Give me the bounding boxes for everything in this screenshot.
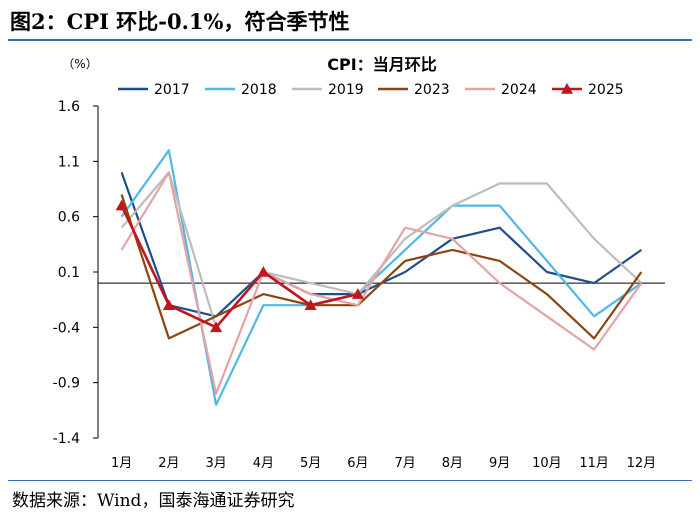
data-point-2025	[304, 299, 317, 310]
legend-item-2018: 2018	[205, 82, 277, 98]
legend-item-2024: 2024	[465, 82, 537, 98]
cpi-mom-line-chart: CPI：当月环比 （%） 2017 2018 2019 2023 2024 2025 1.…	[53, 55, 665, 471]
y-axis-unit-label: （%）	[62, 57, 97, 71]
legend-label: 2017	[154, 82, 190, 98]
y-tick-label: -0.9	[53, 376, 80, 392]
figure-title: 图2：CPI 环比-0.1%，符合季节性	[10, 9, 350, 34]
x-tick-label: 10月	[532, 456, 562, 471]
x-tick-label: 4月	[253, 456, 274, 471]
x-tick-label: 8月	[442, 456, 463, 471]
legend-item-2025: 2025	[552, 82, 624, 98]
source-note: 数据来源：Wind，国泰海通证券研究	[12, 491, 295, 511]
legend: 2017 2018 2019 2023 2024 2025	[118, 82, 624, 98]
series-line-2017	[120, 172, 643, 318]
chart-title: CPI：当月环比	[327, 55, 436, 74]
x-tick-label: 3月	[205, 456, 226, 471]
y-tick-label: -0.4	[53, 320, 80, 336]
y-tick-label: 0.6	[58, 210, 80, 226]
legend-item-2017: 2017	[118, 82, 190, 98]
x-tick-label: 5月	[300, 456, 321, 471]
series-line-2024	[120, 171, 643, 395]
x-tick-label: 7月	[394, 456, 415, 471]
title-divider	[8, 39, 692, 41]
data-point-2025	[257, 266, 270, 277]
legend-item-2019: 2019	[292, 82, 364, 98]
x-tick-label: 12月	[627, 456, 657, 471]
x-tick-label: 1月	[111, 456, 132, 471]
y-tick-label: -1.4	[53, 431, 80, 447]
x-tick-label: 11月	[579, 456, 609, 471]
series-line-2019	[120, 171, 643, 329]
legend-label: 2018	[241, 82, 277, 98]
data-point-2025	[210, 321, 223, 333]
series-2018	[120, 149, 643, 406]
data-point-2025	[162, 299, 175, 310]
legend-label: 2024	[501, 82, 537, 98]
y-tick-label: 1.1	[58, 154, 80, 170]
series-line-2025	[120, 205, 359, 329]
legend-item-2023: 2023	[378, 82, 450, 98]
y-tick-label: 1.6	[58, 99, 80, 115]
data-point-2025	[115, 199, 128, 211]
series-2023	[120, 194, 643, 340]
x-tick-label: 6月	[347, 456, 368, 471]
source-divider	[8, 480, 692, 481]
legend-label: 2019	[328, 82, 364, 98]
data-point-2025	[351, 288, 364, 299]
x-tick-label: 2月	[158, 456, 179, 471]
series-2025	[115, 199, 364, 333]
series-2024	[120, 171, 643, 395]
series-layer	[115, 149, 643, 406]
y-tick-label: 0.1	[58, 265, 80, 281]
y-axis: 1.6 1.1 0.6 0.1 -0.4 -0.9 -1.4	[53, 99, 99, 447]
legend-marker	[561, 83, 573, 94]
series-2019	[120, 171, 643, 329]
series-line-2018	[120, 149, 643, 406]
series-line-2023	[120, 194, 643, 340]
legend-label: 2023	[414, 82, 450, 98]
x-axis: 1月 2月 3月 4月 5月 6月 7月 8月 9月 10月 11月 12月	[98, 282, 665, 471]
x-tick-label: 9月	[489, 456, 510, 471]
series-2017	[120, 172, 643, 318]
legend-label: 2025	[588, 82, 624, 98]
